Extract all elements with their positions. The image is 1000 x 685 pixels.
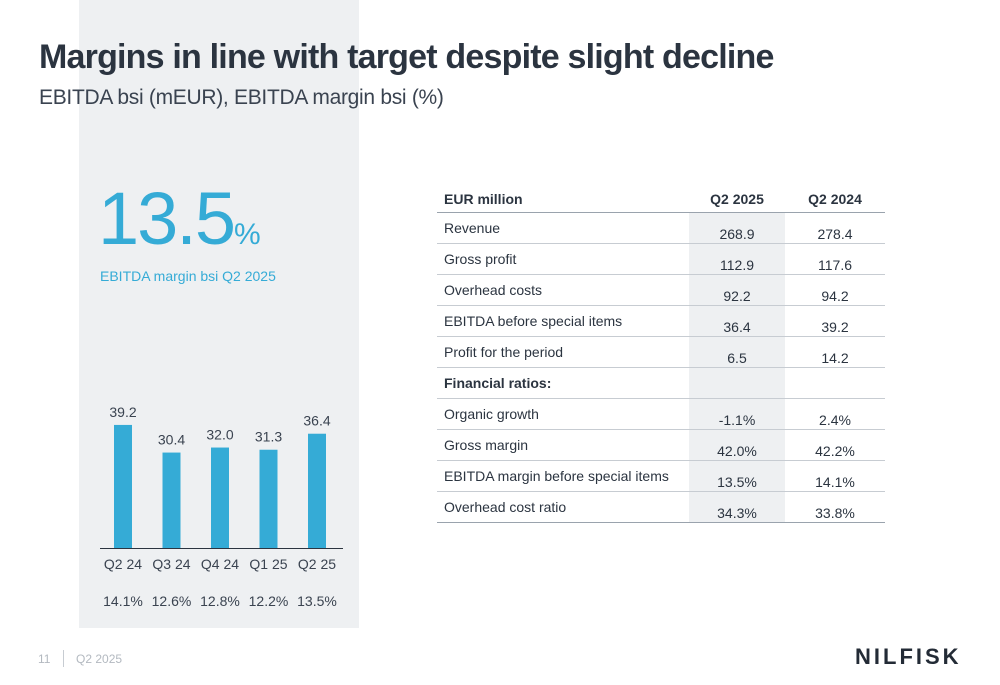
table-row: Gross profit 112.9 117.6 xyxy=(437,243,885,275)
table-row: Gross margin 42.0% 42.2% xyxy=(437,429,885,461)
bar-value-label: 31.3 xyxy=(255,429,282,445)
table-row: Overhead costs 92.2 94.2 xyxy=(437,274,885,306)
cell-q2-2024: 14.1% xyxy=(785,460,885,492)
bar-value-label: 30.4 xyxy=(158,432,185,448)
table-row: EBITDA margin before special items 13.5%… xyxy=(437,460,885,492)
x-tick-label: Q1 25 xyxy=(249,556,287,572)
x-tick-label: Q2 24 xyxy=(104,556,142,572)
cell-q2-2024 xyxy=(785,367,885,399)
header-q2-2025: Q2 2025 xyxy=(689,186,785,213)
page-number: 11 xyxy=(38,652,51,666)
cell-q2-2025 xyxy=(689,367,785,399)
kpi-unit: % xyxy=(234,218,261,251)
cell-q2-2025: 112.9 xyxy=(689,243,785,275)
footer-divider xyxy=(63,650,64,667)
cell-q2-2025: 6.5 xyxy=(689,336,785,368)
bar-q1-25 xyxy=(259,449,278,548)
table-row: Revenue 268.9 278.4 xyxy=(437,212,885,244)
cell-q2-2024: 2.4% xyxy=(785,398,885,430)
x-tick-label: Q2 25 xyxy=(298,556,336,572)
cell-q2-2025: 268.9 xyxy=(689,212,785,244)
row-label: Gross profit xyxy=(437,243,689,275)
table-row: Organic growth -1.1% 2.4% xyxy=(437,398,885,430)
footer-period: Q2 2025 xyxy=(76,652,123,666)
row-label: EBITDA before special items xyxy=(437,305,689,337)
cell-q2-2024: 94.2 xyxy=(785,274,885,306)
cell-q2-2024: 117.6 xyxy=(785,243,885,275)
cell-q2-2024: 14.2 xyxy=(785,336,885,368)
bar-value-label: 39.2 xyxy=(109,404,136,420)
slide-subtitle: EBITDA bsi (mEUR), EBITDA margin bsi (%) xyxy=(39,86,444,109)
cell-q2-2024: 39.2 xyxy=(785,305,885,337)
margin-label: 12.6% xyxy=(152,593,192,609)
bar-q2-24 xyxy=(114,424,132,548)
row-label: Overhead cost ratio xyxy=(437,491,689,523)
kpi-caption: EBITDA margin bsi Q2 2025 xyxy=(100,268,276,284)
bar-value-label: 36.4 xyxy=(303,413,330,429)
nilfisk-logo: NILFISK xyxy=(855,644,962,669)
cell-q2-2025: 34.3% xyxy=(689,491,785,523)
kpi-value: 13.5 xyxy=(98,177,236,260)
margin-label: 14.1% xyxy=(103,593,143,609)
bar-value-label: 32.0 xyxy=(206,427,233,443)
cell-q2-2025: 92.2 xyxy=(689,274,785,306)
margin-label: 12.2% xyxy=(249,593,289,609)
cell-q2-2025: 13.5% xyxy=(689,460,785,492)
x-tick-label: Q3 24 xyxy=(152,556,190,572)
table-row: Profit for the period 6.5 14.2 xyxy=(437,336,885,368)
table-section-row: Financial ratios: xyxy=(437,367,885,399)
row-label: Overhead costs xyxy=(437,274,689,306)
cell-q2-2025: -1.1% xyxy=(689,398,785,430)
cell-q2-2025: 42.0% xyxy=(689,429,785,461)
table-row: Overhead cost ratio 34.3% 33.8% xyxy=(437,491,885,523)
kpi-figure: 13.5% xyxy=(98,182,261,256)
slide-title: Margins in line with target despite slig… xyxy=(39,38,774,76)
cell-q2-2024: 33.8% xyxy=(785,491,885,523)
table-row: EBITDA before special items 36.4 39.2 xyxy=(437,305,885,337)
header-q2-2024: Q2 2024 xyxy=(785,186,885,213)
financial-table: EUR million Q2 2025 Q2 2024 Revenue 268.… xyxy=(437,186,885,523)
section-label: Financial ratios: xyxy=(437,367,689,399)
row-label: Organic growth xyxy=(437,398,689,430)
row-label: Revenue xyxy=(437,212,689,244)
header-eur-million: EUR million xyxy=(437,186,689,213)
table-header-row: EUR million Q2 2025 Q2 2024 xyxy=(437,186,885,213)
row-label: Gross margin xyxy=(437,429,689,461)
bar-q4-24 xyxy=(211,447,229,548)
margin-label: 13.5% xyxy=(297,593,337,609)
cell-q2-2024: 278.4 xyxy=(785,212,885,244)
row-label: Profit for the period xyxy=(437,336,689,368)
cell-q2-2025: 36.4 xyxy=(689,305,785,337)
bar-q2-25 xyxy=(308,433,326,548)
x-tick-label: Q4 24 xyxy=(201,556,239,572)
margin-label: 12.8% xyxy=(200,593,240,609)
cell-q2-2024: 42.2% xyxy=(785,429,885,461)
row-label: EBITDA margin before special items xyxy=(437,460,689,492)
bar-q3-24 xyxy=(162,452,181,548)
